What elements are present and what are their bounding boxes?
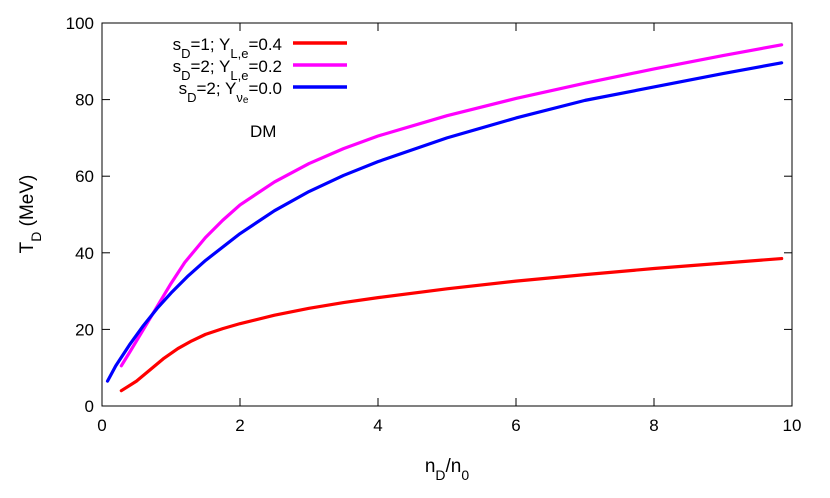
x-tick-label: 2	[235, 416, 244, 435]
x-axis-label: nD/n0	[425, 456, 470, 483]
legend-label-series-3: sD=2; Yνe=0.0	[179, 79, 282, 106]
data-series	[105, 43, 784, 393]
y-axis-label: TD (MeV)	[17, 175, 44, 254]
x-tick-label: 4	[373, 416, 382, 435]
series-line-3	[105, 61, 784, 383]
x-tick-label: 10	[783, 416, 802, 435]
annotation-dm: DM	[250, 122, 276, 141]
legend: sD=1; YL,e=0.4 sD=2; YL,e=0.2 sD=2; Yνe=…	[173, 35, 347, 106]
series-line-1	[119, 256, 784, 393]
y-tick-label: 40	[75, 244, 94, 263]
y-tick-label: 60	[75, 167, 94, 186]
x-tick-label: 0	[97, 416, 106, 435]
x-tick-label: 6	[511, 416, 520, 435]
y-tick-label: 100	[66, 14, 94, 33]
legend-label-series-1: sD=1; YL,e=0.4	[173, 35, 282, 61]
y-tick-label: 20	[75, 320, 94, 339]
plot-frame	[101, 22, 793, 407]
y-tick-label: 80	[75, 91, 94, 110]
legend-label-series-2: sD=2; YL,e=0.2	[173, 57, 282, 83]
x-tick-label: 8	[649, 416, 658, 435]
y-tick-label: 0	[85, 397, 94, 416]
